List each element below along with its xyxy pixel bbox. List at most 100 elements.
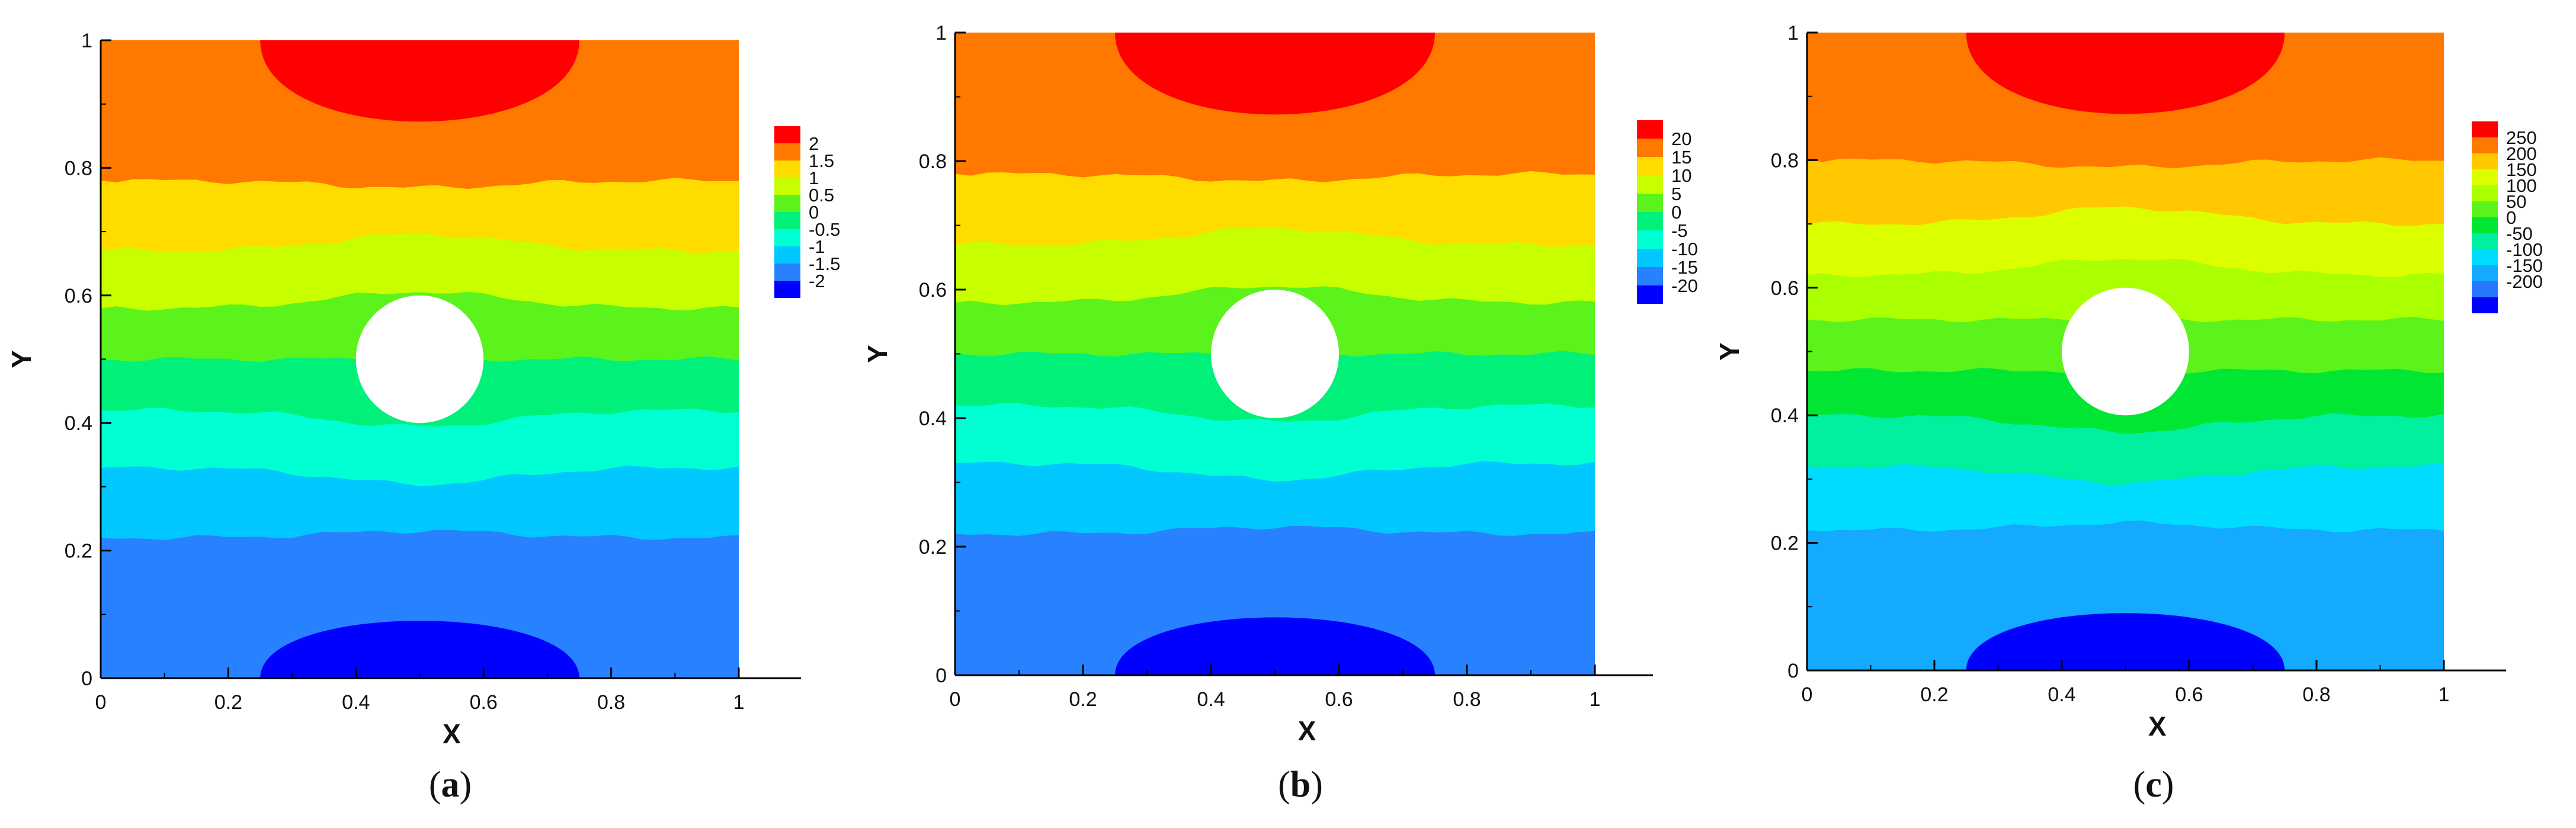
- contour-field: [955, 33, 1595, 675]
- legend-label: -5: [1671, 220, 1688, 241]
- min-region: [1115, 617, 1435, 675]
- legend-swatch: [774, 212, 800, 229]
- y-tick-label: 1: [81, 30, 92, 52]
- x-tick-label: 1: [733, 691, 745, 714]
- legend-label: 150: [2506, 159, 2537, 180]
- contour-field: [101, 40, 739, 678]
- legend-swatch: [2472, 249, 2498, 265]
- max-region: [1115, 33, 1435, 115]
- legend-swatch: [2472, 201, 2498, 217]
- x-tick-label: 1: [1590, 688, 1601, 711]
- legend-label: 20: [1671, 129, 1691, 149]
- legend-swatch: [774, 161, 800, 178]
- y-tick-label: 0.4: [919, 407, 947, 430]
- legend-swatch: [1637, 120, 1663, 139]
- y-tick-label: 0: [1787, 660, 1799, 682]
- x-tick-label: 0.8: [597, 691, 625, 714]
- legend-label: -20: [1671, 275, 1698, 296]
- legend-label: -50: [2506, 223, 2533, 244]
- legend-swatch: [1637, 139, 1663, 157]
- contour-band: [101, 529, 739, 678]
- legend-swatch: [1637, 157, 1663, 175]
- legend-swatch: [1637, 267, 1663, 285]
- legend-swatch: [774, 229, 800, 246]
- x-tick-label: 0.8: [1453, 688, 1481, 711]
- x-tick-label: 0.6: [1325, 688, 1353, 711]
- y-tick-label: 0.8: [65, 157, 92, 179]
- y-tick-label: 0.6: [1771, 277, 1799, 300]
- legend-label: 0: [1671, 202, 1681, 223]
- legend-swatch: [2472, 233, 2498, 249]
- legend-label: -100: [2506, 239, 2543, 260]
- legend-swatch: [1637, 194, 1663, 212]
- legend-swatch: [1637, 212, 1663, 230]
- max-region: [1966, 33, 2285, 114]
- panel-caption: (b): [1278, 765, 1323, 805]
- legend-swatch: [774, 178, 800, 195]
- y-axis-title: Y: [1714, 342, 1745, 361]
- legend-swatch: [1637, 285, 1663, 304]
- panel-caption: (a): [429, 765, 472, 805]
- legend-label: 250: [2506, 127, 2537, 148]
- legend-label: -0.5: [809, 219, 840, 240]
- legend-label: -200: [2506, 271, 2543, 292]
- x-tick-label: 0.2: [214, 691, 242, 714]
- x-tick-label: 1: [2439, 683, 2450, 706]
- legend-label: -15: [1671, 257, 1698, 278]
- cylinder-obstacle: [2062, 287, 2189, 416]
- x-tick-label: 0: [95, 691, 107, 714]
- legend-swatch: [2472, 281, 2498, 297]
- contour-band: [955, 525, 1595, 675]
- y-tick-label: 0.2: [919, 536, 947, 559]
- max-region: [260, 40, 579, 122]
- cylinder-obstacle: [1211, 290, 1339, 418]
- x-tick-label: 0.6: [2175, 683, 2203, 706]
- legend-label: -1: [809, 236, 825, 257]
- cylinder-obstacle: [355, 295, 484, 423]
- legend-label: -1.5: [809, 253, 840, 274]
- legend-swatch: [2472, 121, 2498, 137]
- legend-swatch: [774, 126, 800, 143]
- x-tick-label: 0.6: [470, 691, 498, 714]
- y-tick-label: 1: [935, 22, 947, 44]
- y-tick-label: 0.4: [65, 412, 92, 435]
- x-tick-label: 0: [950, 688, 961, 711]
- x-axis-title: X: [443, 718, 461, 749]
- x-tick-label: 0: [1802, 683, 1813, 706]
- min-region: [260, 621, 579, 678]
- panel-caption: (c): [2133, 765, 2174, 805]
- legend-label: 1.5: [809, 150, 834, 171]
- x-tick-label: 0.4: [342, 691, 370, 714]
- legend-label: 200: [2506, 143, 2537, 164]
- legend-swatch: [2472, 153, 2498, 169]
- legend-swatch: [1637, 230, 1663, 249]
- contour-field: [1807, 33, 2444, 670]
- y-axis-title: Y: [6, 350, 37, 368]
- x-tick-label: 0.2: [1920, 683, 1948, 706]
- legend-swatch: [2472, 265, 2498, 281]
- legend-swatch: [774, 281, 800, 298]
- legend-label: 5: [1671, 184, 1681, 204]
- y-tick-label: 0: [935, 665, 947, 687]
- legend-label: 2: [809, 133, 819, 154]
- legend-swatch: [774, 143, 800, 161]
- y-tick-label: 0.8: [919, 150, 947, 173]
- legend-label: 10: [1671, 165, 1691, 186]
- y-axis-title: Y: [862, 345, 893, 363]
- x-axis-title: X: [2148, 711, 2167, 742]
- y-tick-label: 1: [1787, 22, 1799, 44]
- legend-label: 50: [2506, 191, 2526, 212]
- panel-a: 0 0.2 0.4 0.6 0.8 100.20.40.60.81XY21.510.50-…: [6, 30, 840, 805]
- legend-label: 0.5: [809, 185, 834, 206]
- legend-label: -2: [809, 271, 825, 291]
- legend-label: 0: [2506, 207, 2516, 228]
- legend-swatch: [1637, 249, 1663, 267]
- legend-label: 15: [1671, 147, 1691, 168]
- legend-swatch: [774, 246, 800, 264]
- y-tick-label: 0.8: [1771, 149, 1799, 172]
- legend-label: 100: [2506, 175, 2537, 196]
- legend-label: 0: [809, 202, 819, 223]
- panel-c: 0 0.2 0.4 0.6 0.8 1 0 0.2 0.4 0.6 0.8 1 X Y 2502001501…: [1714, 22, 2543, 805]
- legend-swatch: [2472, 297, 2498, 313]
